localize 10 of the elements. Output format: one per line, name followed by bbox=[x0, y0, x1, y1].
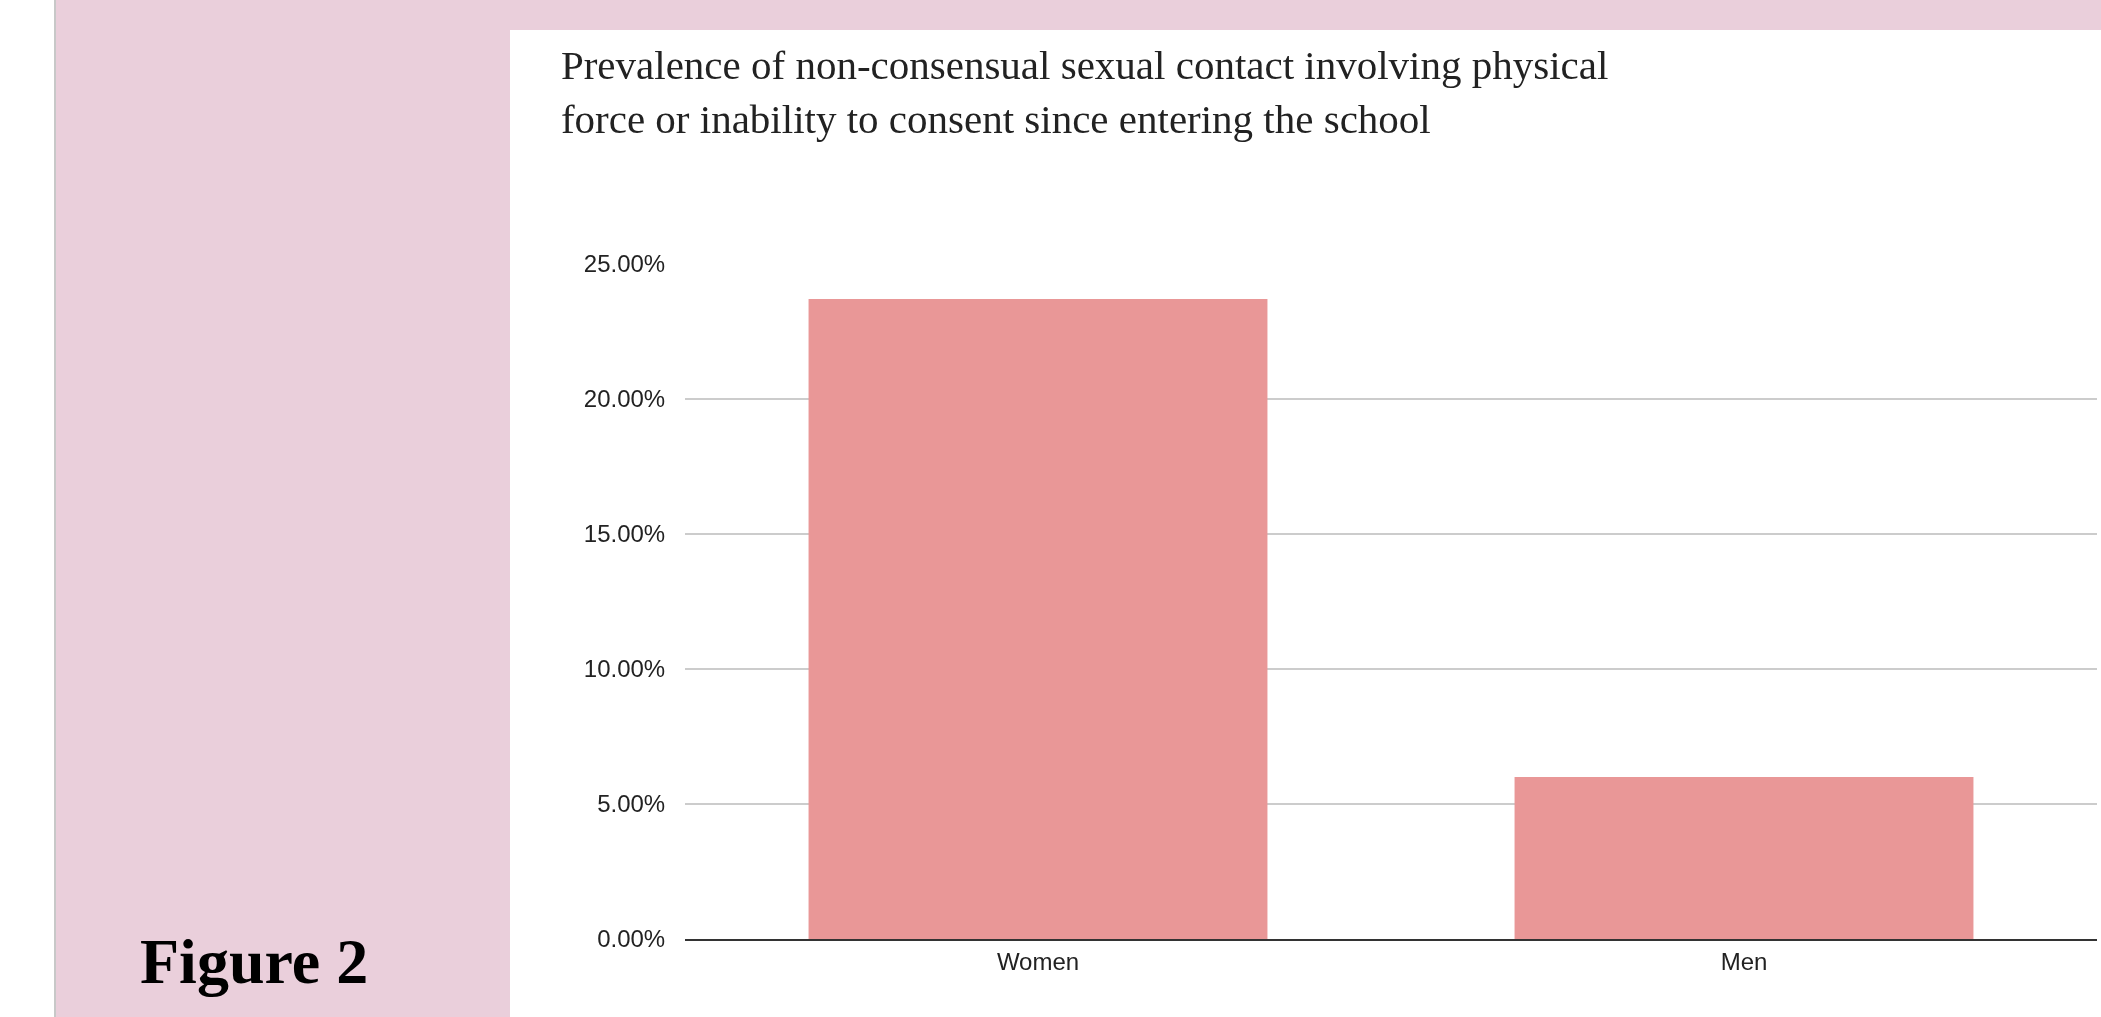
y-tick-label: 25.00% bbox=[583, 250, 666, 278]
y-tick-label: 5.00% bbox=[597, 790, 666, 818]
y-tick-label: 15.00% bbox=[583, 520, 666, 548]
chart-title: Prevalence of non-consensual sexual contact involving physical force or inability to consent since entering the school bbox=[560, 42, 1609, 142]
caption: Figure 2 bbox=[140, 925, 369, 999]
y-tick-label: 0.00% bbox=[597, 925, 666, 953]
y-tick-label: 20.00% bbox=[583, 385, 666, 413]
y-tick-label: 10.00% bbox=[583, 655, 666, 683]
x-tick-label: Men bbox=[1720, 947, 1768, 975]
x-tick-label: Women bbox=[996, 947, 1080, 975]
